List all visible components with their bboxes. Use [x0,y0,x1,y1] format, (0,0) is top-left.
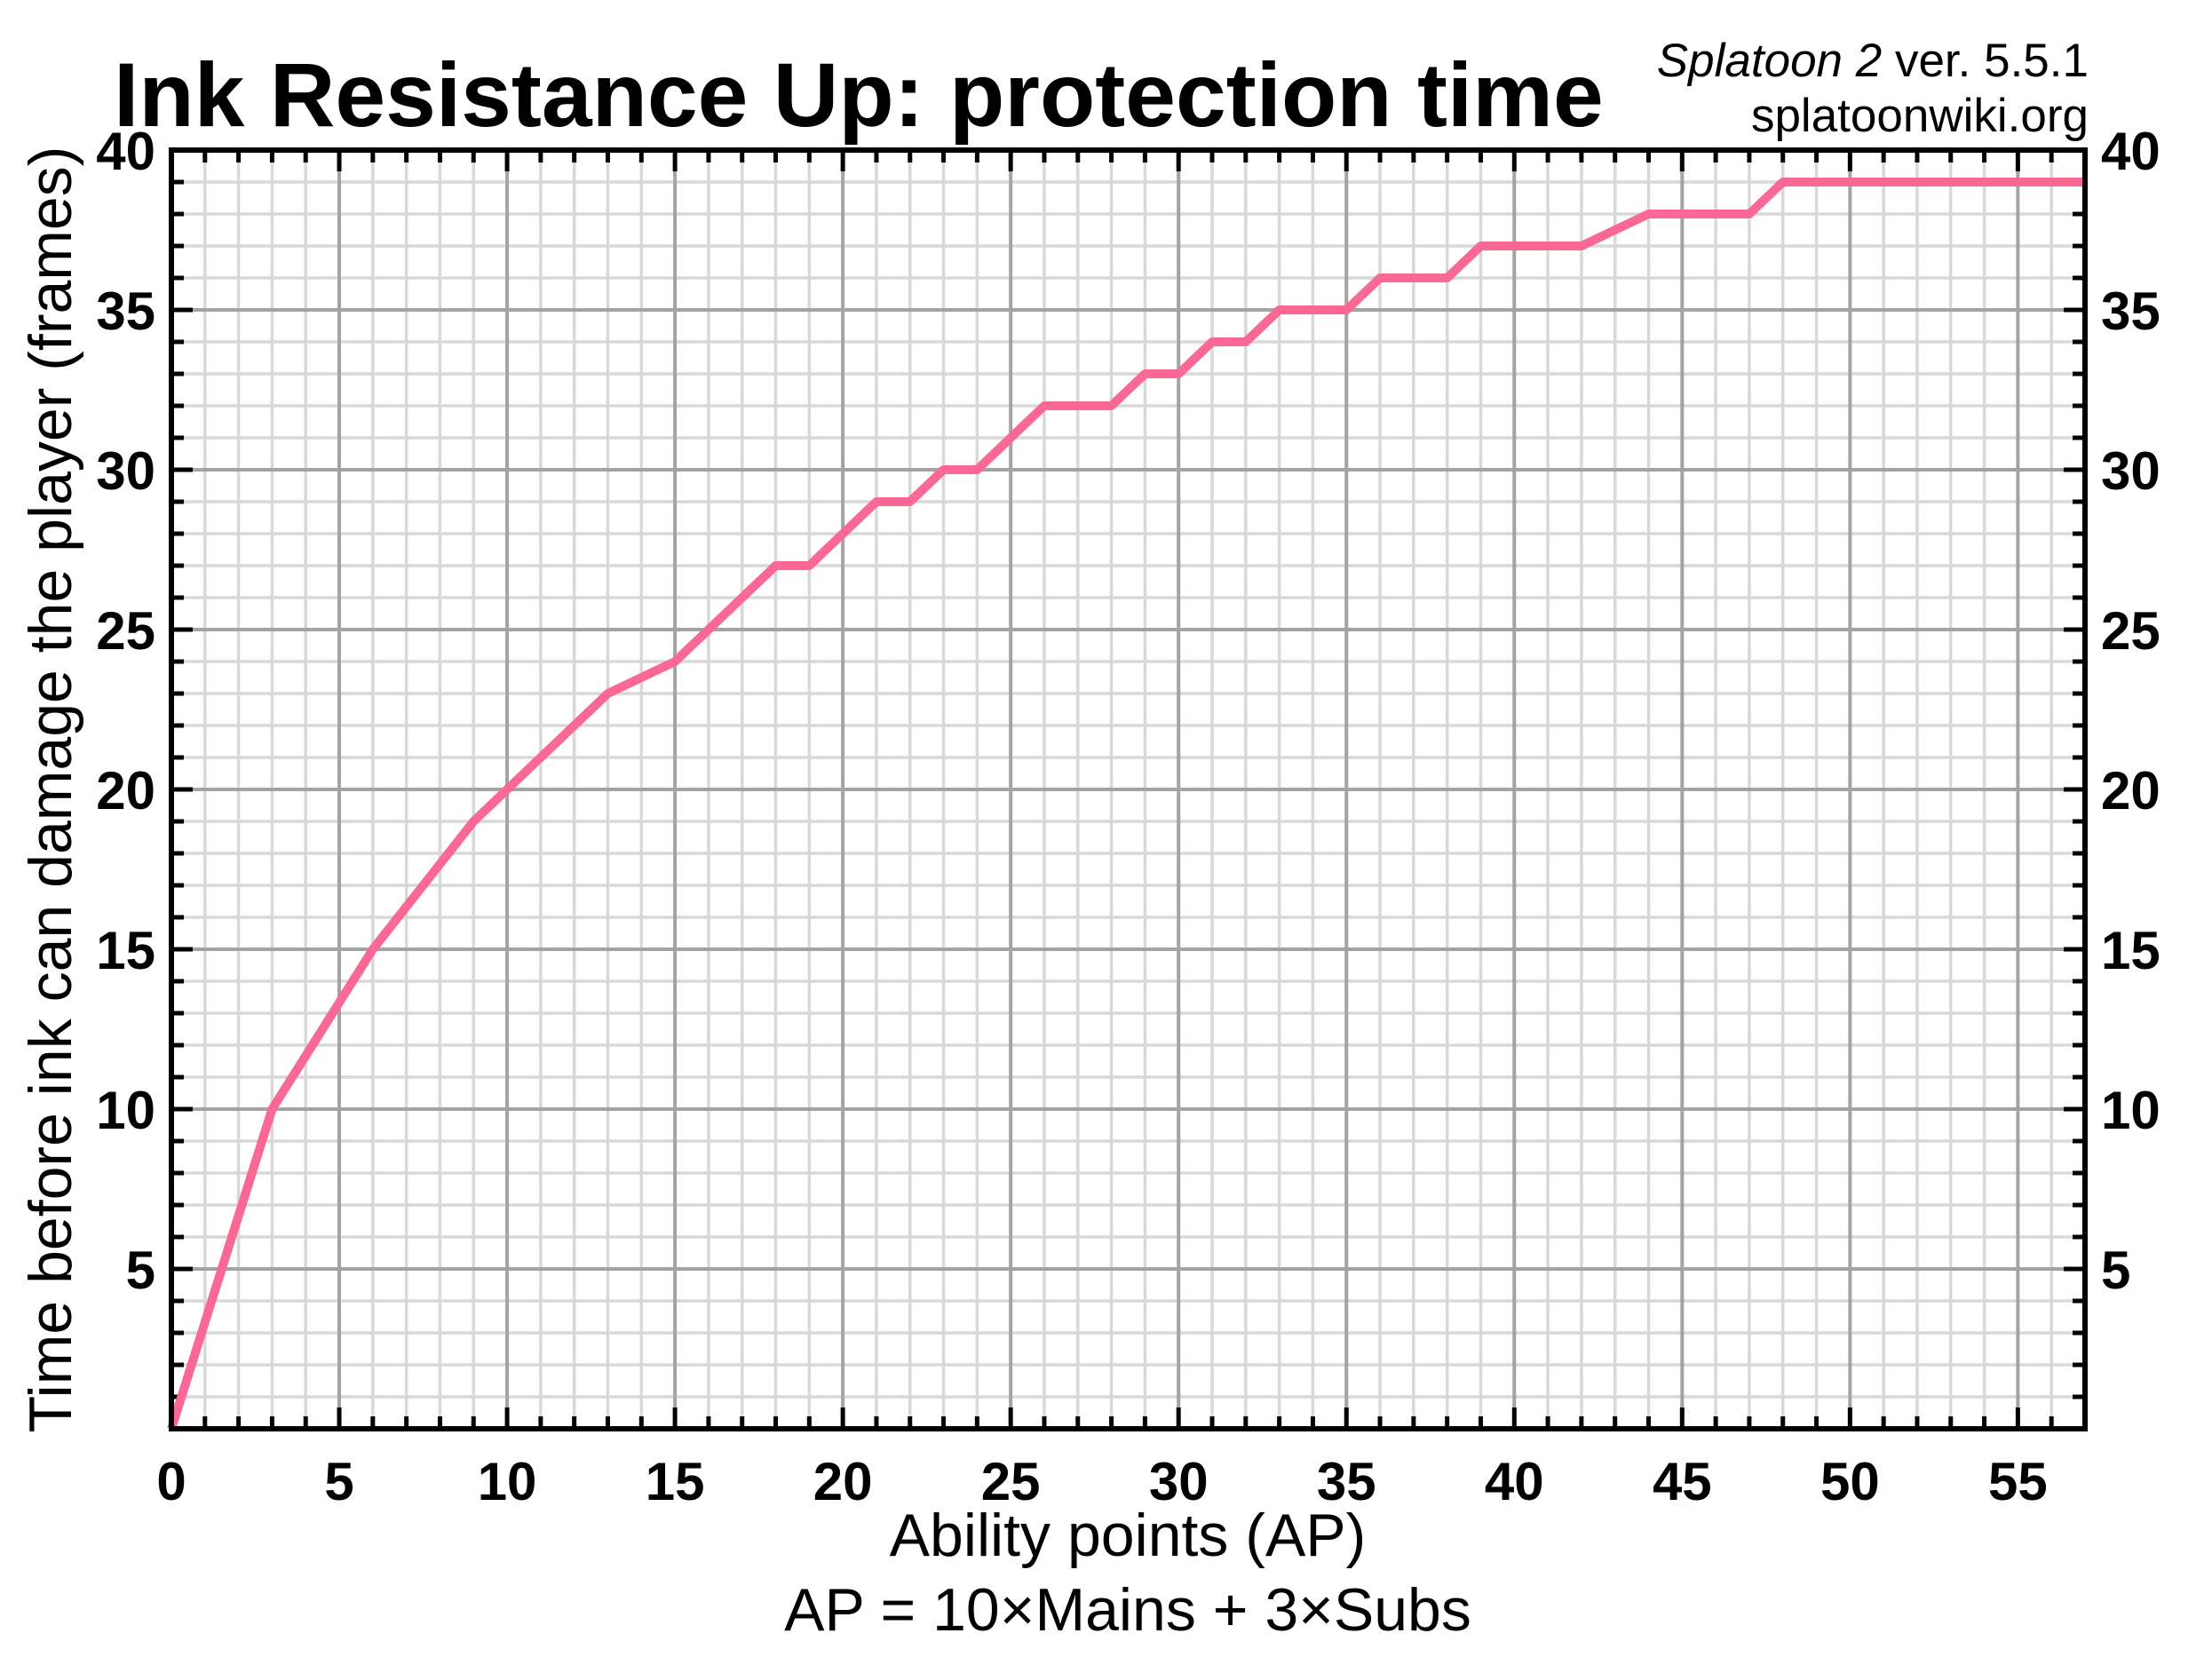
x-axis-title: Ability points (AP) [890,1502,1367,1569]
y-tick-label-right: 10 [2101,1081,2160,1140]
y-tick-label-left: 20 [96,761,155,821]
version-annotation: Splatoon 2 ver. 5.5.1 [1657,35,2089,87]
y-tick-label-left: 40 [96,122,155,181]
y-tick-labels-left: 5 10 15 20 25 30 35 40 [96,122,155,1300]
x-tick-label: 30 [1149,1452,1209,1511]
x-tick-label: 5 [324,1452,353,1511]
y-tick-label-right: 40 [2101,122,2160,181]
x-tick-label: 35 [1317,1452,1376,1511]
x-tick-label: 45 [1653,1452,1712,1511]
y-tick-label-right: 25 [2101,601,2160,661]
x-axis-formula-note: AP = 10×Mains + 3×Subs [784,1576,1471,1644]
x-tick-label: 40 [1485,1452,1544,1511]
y-tick-label-right: 5 [2101,1241,2130,1300]
x-tick-label: 20 [813,1452,873,1511]
y-tick-label-left: 10 [96,1081,155,1140]
major-gridlines [171,150,2085,1429]
x-tick-label: 15 [646,1452,705,1511]
y-axis-title: Time before ink can damage the player (f… [17,147,84,1433]
y-tick-label-right: 20 [2101,761,2160,821]
protection-time-line [167,178,2085,1431]
x-tick-labels: 0 5 10 15 20 25 30 35 40 45 50 55 [156,1452,2047,1511]
site-annotation: splatoonwiki.org [1751,90,2089,142]
x-tick-label: 0 [156,1452,186,1511]
game-title-text: Splatoon 2 [1657,35,1882,87]
y-tick-label-right: 15 [2101,921,2160,980]
y-tick-labels-right: 5 10 15 20 25 30 35 40 [2101,122,2160,1300]
y-tick-label-left: 25 [96,601,155,661]
y-tick-label-left: 35 [96,281,155,341]
x-tick-label: 50 [1820,1452,1880,1511]
y-tick-label-right: 30 [2101,441,2160,501]
x-tick-label: 25 [981,1452,1041,1511]
version-text: ver. 5.5.1 [1882,35,2089,87]
page-title: Ink Resistance Up: protection time [114,44,1604,146]
plot-frame [169,147,2088,1431]
x-tick-label: 55 [1988,1452,2048,1511]
y-tick-label-left: 15 [96,921,155,980]
y-tick-label-left: 5 [126,1241,155,1300]
y-tick-label-left: 30 [96,441,155,501]
x-tick-label: 10 [478,1452,537,1511]
y-tick-label-right: 35 [2101,281,2160,341]
